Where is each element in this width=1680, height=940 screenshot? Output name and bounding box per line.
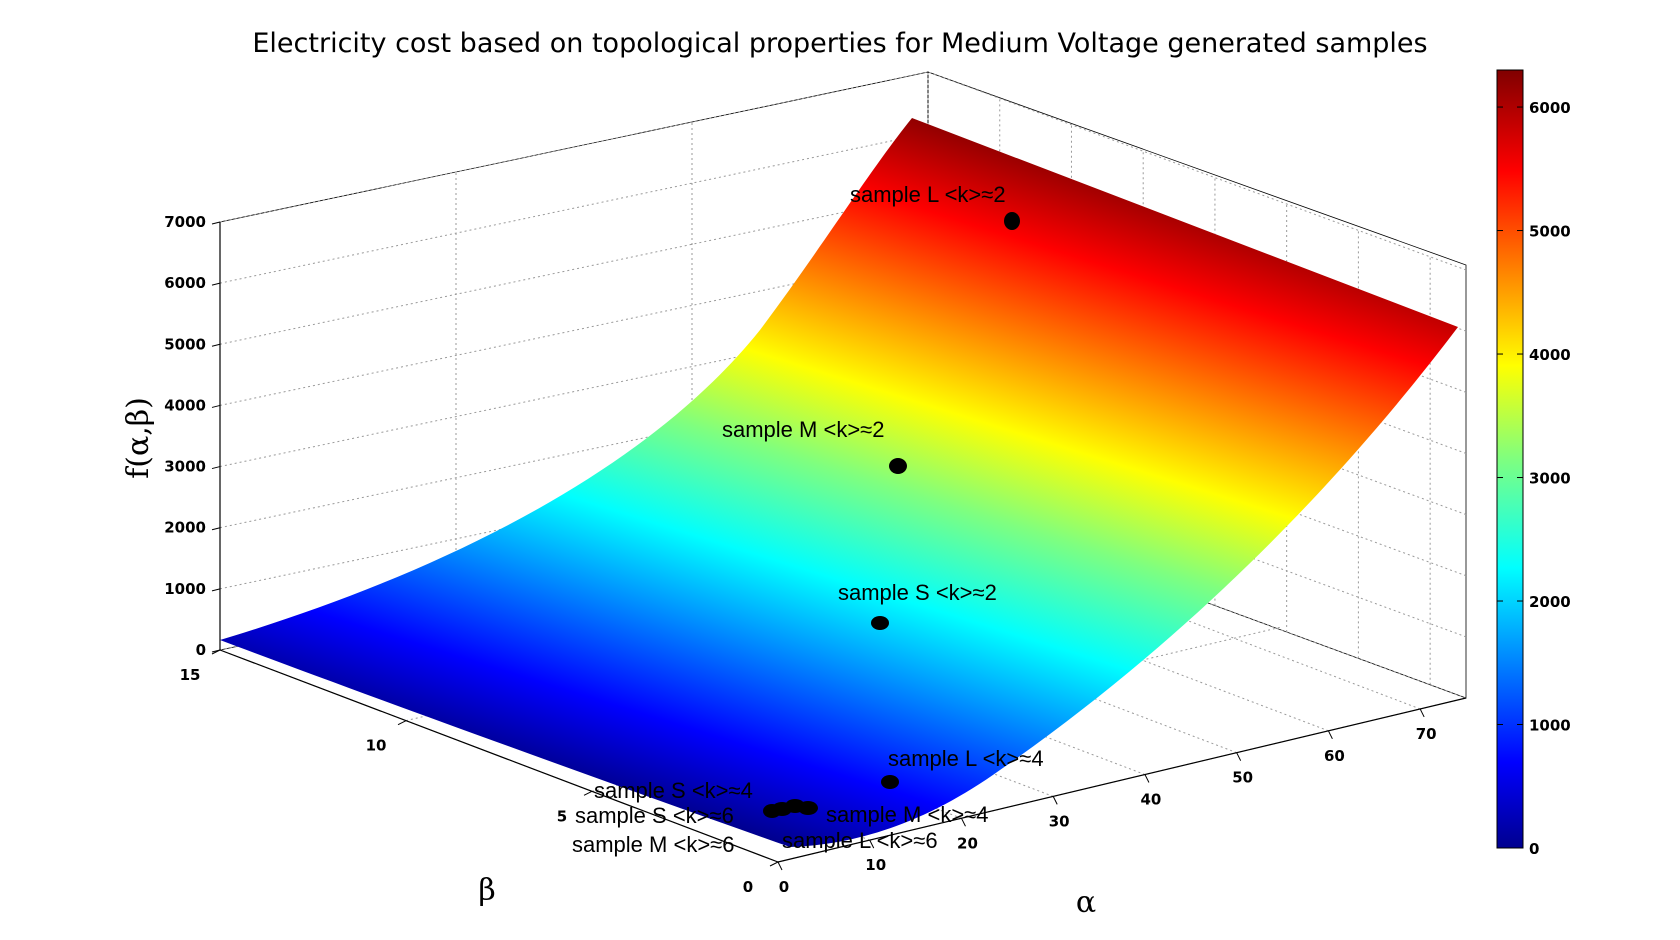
beta-tick-mark xyxy=(769,861,779,867)
alpha-tick-mark xyxy=(961,818,966,827)
alpha-tick-label: 50 xyxy=(1232,769,1253,787)
alpha-tick-label: 20 xyxy=(957,834,978,852)
label-sample-s-k6: sample S <k>≈6 xyxy=(575,803,734,828)
z-tick-mark xyxy=(211,466,221,470)
colorbar-tick-label: 0 xyxy=(1529,840,1539,858)
z-axis-label: f(α,β) xyxy=(121,397,156,479)
z-tick-mark xyxy=(211,221,221,225)
colorbar-ticks: 0 1000 2000 3000 4000 5000 6000 xyxy=(1497,99,1571,858)
label-sample-s-k2: sample S <k>≈2 xyxy=(838,580,997,605)
axis-ticks: 0100020003000400050006000700001020304050… xyxy=(164,213,1436,896)
alpha-tick-mark xyxy=(777,861,783,871)
colorbar-gradient xyxy=(1496,69,1524,849)
marker-sample-s-k2 xyxy=(871,616,889,630)
z-tick-label: 3000 xyxy=(164,458,206,476)
alpha-axis-label: α xyxy=(1076,885,1096,920)
label-sample-m-k2: sample M <k>≈2 xyxy=(722,417,884,442)
colorbar-tick-label: 4000 xyxy=(1529,346,1571,364)
beta-tick-mark xyxy=(583,790,593,796)
beta-tick-mark xyxy=(211,649,221,655)
label-sample-l-k6: sample L <k>≈6 xyxy=(782,828,938,853)
z-tick-label: 6000 xyxy=(164,274,206,292)
z-tick-mark xyxy=(211,282,221,286)
alpha-tick-label: 10 xyxy=(865,856,886,874)
colorbar: 0 1000 2000 3000 4000 5000 6000 xyxy=(1496,69,1571,858)
z-tick-label: 5000 xyxy=(164,335,206,353)
alpha-axis-line xyxy=(777,697,1467,863)
z-tick-label: 4000 xyxy=(164,396,206,414)
alpha-tick-mark xyxy=(1144,774,1150,783)
alpha-tick-mark xyxy=(1052,796,1058,805)
beta-tick-label: 10 xyxy=(366,737,387,755)
beta-axis-label: β xyxy=(478,873,495,908)
colorbar-tick-label: 5000 xyxy=(1529,223,1571,241)
sample-markers xyxy=(763,212,1020,818)
alpha-tick-mark xyxy=(869,839,875,849)
label-sample-m-k4: sample M <k>≈4 xyxy=(826,802,988,827)
z-tick-label: 2000 xyxy=(164,519,206,537)
alpha-tick-mark xyxy=(1327,730,1333,740)
alpha-tick-label: 0 xyxy=(779,878,789,896)
z-tick-mark xyxy=(211,588,221,592)
alpha-tick-label: 30 xyxy=(1049,812,1070,830)
beta-axis-line xyxy=(219,649,779,863)
front-axes xyxy=(219,222,1467,863)
alpha-tick-mark xyxy=(1236,752,1242,761)
z-tick-label: 1000 xyxy=(164,580,206,598)
z-tick-mark xyxy=(211,343,221,347)
chart-title: Electricity cost based on topological pr… xyxy=(252,28,1427,59)
label-sample-l-k4: sample L <k>≈4 xyxy=(888,746,1044,771)
label-sample-m-k6: sample M <k>≈6 xyxy=(572,832,734,857)
z-tick-label: 0 xyxy=(196,641,206,659)
marker-sample-l-k4 xyxy=(881,775,899,789)
label-sample-s-k4: sample S <k>≈4 xyxy=(594,778,753,803)
marker-sample-l-k2 xyxy=(1004,212,1020,230)
colorbar-tick-label: 1000 xyxy=(1529,717,1571,735)
z-tick-label: 7000 xyxy=(164,213,206,231)
marker-sample-m-k2 xyxy=(889,458,907,474)
surface xyxy=(220,118,1458,847)
colorbar-tick-label: 2000 xyxy=(1529,593,1571,611)
colorbar-tick-label: 3000 xyxy=(1529,470,1571,488)
alpha-tick-label: 70 xyxy=(1416,725,1437,743)
sample-annotations: sample L <k>≈2 sample M <k>≈2 sample S <… xyxy=(572,182,1044,857)
label-sample-l-k2: sample L <k>≈2 xyxy=(850,182,1006,207)
alpha-tick-mark xyxy=(1419,708,1425,718)
z-tick-mark xyxy=(211,404,221,408)
grid-line-z xyxy=(219,71,1467,271)
alpha-tick-label: 40 xyxy=(1140,791,1161,809)
beta-tick-label: 0 xyxy=(743,878,753,896)
beta-tick-label: 15 xyxy=(180,666,201,684)
beta-tick-mark xyxy=(397,720,407,726)
alpha-tick-label: 60 xyxy=(1324,747,1345,765)
marker-sample-s-k6 xyxy=(763,804,781,818)
z-tick-mark xyxy=(211,527,221,531)
colorbar-tick-label: 6000 xyxy=(1529,99,1571,117)
beta-tick-label: 5 xyxy=(557,807,567,825)
